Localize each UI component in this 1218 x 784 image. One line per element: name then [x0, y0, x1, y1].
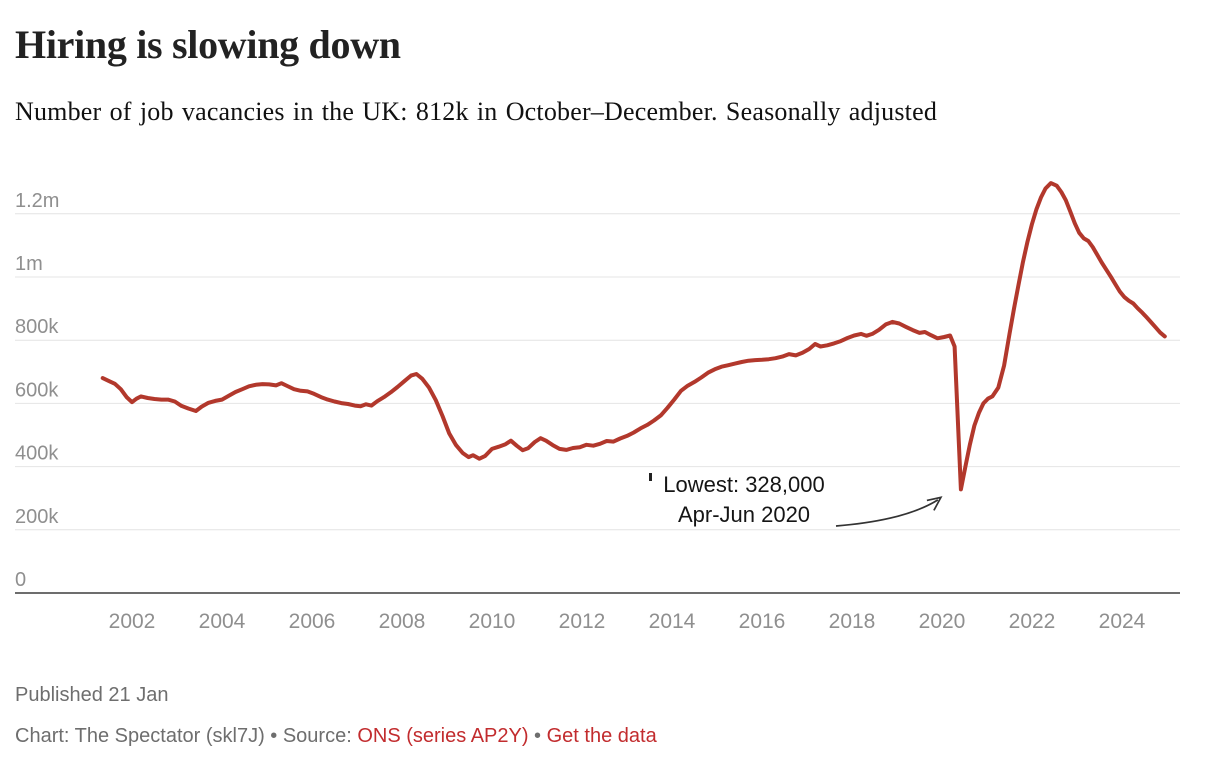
page-title: Hiring is slowing down	[15, 22, 401, 67]
annotation-line1: Lowest: 328,000	[663, 472, 824, 497]
x-tick-label: 2008	[379, 610, 426, 633]
cursor-artifact	[649, 473, 652, 481]
y-tick-label: 400k	[15, 443, 59, 465]
x-tick-label: 2016	[739, 610, 786, 633]
y-tick-label: 800k	[15, 316, 59, 338]
published-date: Published 21 Jan	[15, 684, 169, 706]
x-tick-label: 2012	[559, 610, 606, 633]
annotation-arrowhead	[926, 496, 943, 511]
x-tick-label: 2004	[199, 610, 246, 633]
x-tick-label: 2022	[1009, 610, 1056, 633]
credit-prefix: Chart: The Spectator (skl7J) • Source:	[15, 725, 358, 747]
y-tick-label: 0	[15, 569, 26, 591]
x-tick-label: 2010	[469, 610, 516, 633]
x-tick-label: 2006	[289, 610, 336, 633]
chart-subtitle: Number of job vacancies in the UK: 812k …	[15, 97, 938, 126]
x-tick-label: 2018	[829, 610, 876, 633]
annotation-arrow	[835, 499, 939, 527]
x-tick-label: 2020	[919, 610, 966, 633]
y-tick-label: 1m	[15, 253, 43, 275]
y-tick-label: 600k	[15, 379, 59, 401]
credit-separator: •	[528, 725, 547, 747]
x-tick-label: 2002	[109, 610, 156, 633]
credit-line: Chart: The Spectator (skl7J) • Source: O…	[15, 725, 657, 748]
x-tick-label: 2024	[1099, 610, 1146, 633]
annotation-line2: Apr-Jun 2020	[678, 502, 810, 527]
get-the-data-link[interactable]: Get the data	[546, 725, 657, 747]
x-tick-label: 2014	[649, 610, 696, 633]
vacancies-series-line	[100, 181, 1167, 492]
source-link[interactable]: ONS (series AP2Y)	[357, 725, 529, 747]
y-tick-label: 1.2m	[15, 190, 59, 212]
y-tick-label: 200k	[15, 506, 59, 528]
